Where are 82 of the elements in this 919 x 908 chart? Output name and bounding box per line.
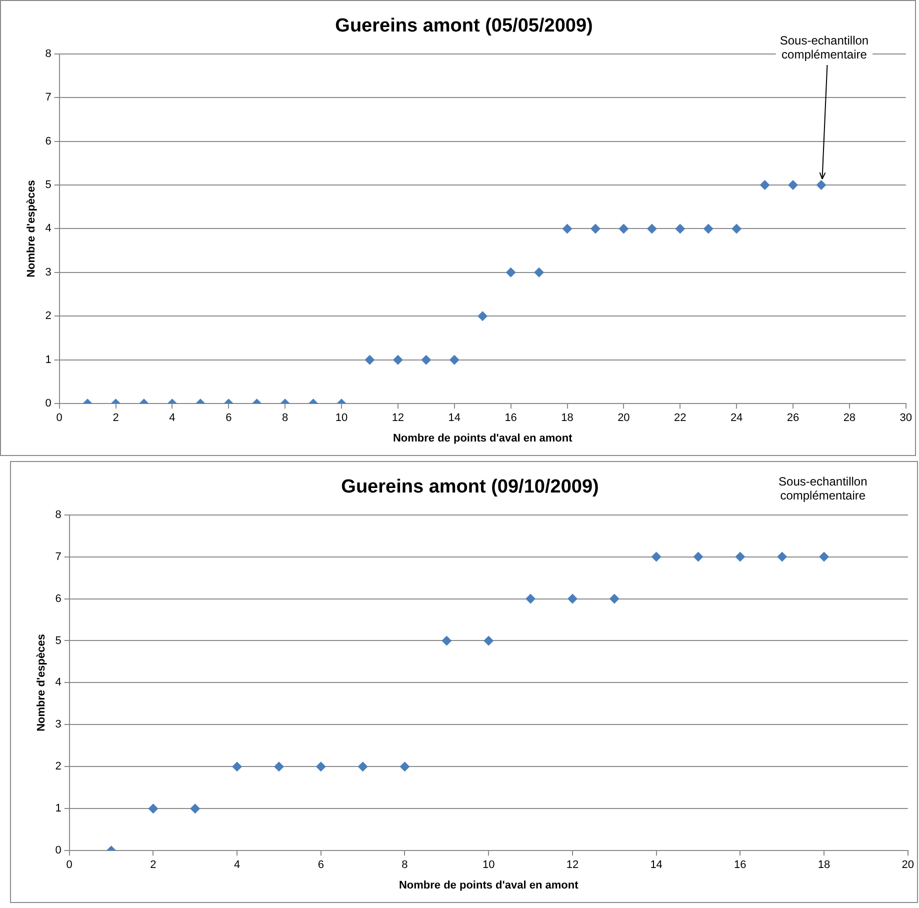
point bbox=[590, 224, 600, 234]
point bbox=[788, 180, 798, 190]
x-tick-label: 18 bbox=[818, 859, 830, 872]
point bbox=[442, 636, 452, 646]
point bbox=[567, 594, 578, 604]
point bbox=[760, 180, 770, 190]
y-tick-label: 5 bbox=[55, 634, 62, 647]
x-tick-label: 2 bbox=[112, 412, 119, 424]
point bbox=[562, 224, 572, 234]
x-tick-label: 6 bbox=[318, 859, 324, 872]
point bbox=[618, 224, 629, 234]
x-axis-title: Nombre de points d'aval en amont bbox=[398, 879, 579, 892]
point bbox=[506, 267, 516, 278]
point bbox=[651, 552, 662, 562]
x-tick-label: 8 bbox=[402, 859, 408, 872]
y-tick-label: 2 bbox=[45, 310, 52, 322]
point bbox=[735, 552, 746, 562]
point bbox=[675, 224, 686, 234]
y-tick-label: 0 bbox=[45, 398, 52, 410]
x-tick-label: 14 bbox=[650, 859, 662, 872]
x-tick-label: 24 bbox=[730, 412, 743, 424]
x-axis-title: Nombre de points d'aval en amont bbox=[392, 432, 573, 444]
point bbox=[609, 594, 620, 604]
x-tick-label: 10 bbox=[482, 859, 495, 872]
x-tick-label: 20 bbox=[902, 859, 914, 872]
point bbox=[478, 311, 488, 322]
y-tick-label: 5 bbox=[45, 179, 52, 192]
x-tick-label: 4 bbox=[169, 412, 176, 424]
x-tick-label: 12 bbox=[566, 859, 579, 872]
point bbox=[819, 552, 830, 562]
point bbox=[732, 224, 742, 234]
point bbox=[148, 804, 158, 814]
y-tick-label: 3 bbox=[45, 266, 52, 278]
annotation: Sous-echantillon complémentaire bbox=[780, 33, 869, 62]
x-tick-label: 16 bbox=[734, 859, 746, 872]
x-tick-label: 28 bbox=[843, 412, 856, 424]
point bbox=[400, 762, 410, 772]
x-tick-label: 16 bbox=[504, 412, 517, 424]
x-tick-label: 20 bbox=[618, 412, 630, 424]
point bbox=[693, 552, 704, 562]
x-tick-label: 18 bbox=[561, 412, 574, 424]
x-tick-label: 14 bbox=[448, 412, 461, 424]
y-tick-label: 8 bbox=[45, 48, 52, 60]
x-tick-label: 22 bbox=[674, 412, 686, 424]
point bbox=[484, 636, 494, 646]
y-tick-label: 6 bbox=[45, 135, 52, 148]
y-tick-label: 4 bbox=[55, 676, 62, 689]
point bbox=[816, 180, 826, 190]
y-tick-label: 2 bbox=[55, 760, 62, 773]
y-tick-label: 3 bbox=[55, 718, 62, 731]
x-tick-label: 6 bbox=[226, 412, 232, 424]
text: Sous-echantillon complémentaire bbox=[778, 474, 868, 502]
point bbox=[316, 762, 326, 772]
y-tick-label: 7 bbox=[55, 550, 62, 563]
y-tick-label: 7 bbox=[45, 92, 52, 104]
point bbox=[534, 267, 544, 278]
y-axis-title: Nombre d'espèces bbox=[26, 180, 38, 278]
point bbox=[190, 804, 200, 814]
x-tick-label: 10 bbox=[335, 412, 348, 424]
y-tick-label: 0 bbox=[55, 844, 62, 857]
point bbox=[232, 762, 242, 772]
y-tick-label: 4 bbox=[45, 222, 52, 235]
y-tick-label: 8 bbox=[55, 508, 62, 521]
x-tick-label: 0 bbox=[66, 859, 72, 872]
point bbox=[274, 762, 284, 772]
x-tick-label: 12 bbox=[392, 412, 404, 424]
x-tick-label: 26 bbox=[786, 412, 800, 424]
point bbox=[526, 594, 536, 604]
x-tick-label: 30 bbox=[900, 412, 912, 424]
x-tick-label: 2 bbox=[150, 859, 156, 872]
y-axis-title: Nombre d'espèces bbox=[36, 634, 48, 732]
point bbox=[646, 224, 657, 234]
y-tick-label: 1 bbox=[55, 802, 62, 815]
chart-title: Guereins amont (05/05/2009) bbox=[335, 16, 593, 37]
point bbox=[777, 552, 788, 562]
point bbox=[358, 762, 368, 772]
chart-title: Guereins amont (09/10/2009) bbox=[341, 476, 599, 498]
x-tick-label: 4 bbox=[234, 859, 240, 872]
x-tick-label: 8 bbox=[282, 412, 288, 424]
y-tick-label: 6 bbox=[55, 592, 62, 605]
y-tick-label: 1 bbox=[45, 354, 52, 366]
point bbox=[703, 224, 714, 234]
